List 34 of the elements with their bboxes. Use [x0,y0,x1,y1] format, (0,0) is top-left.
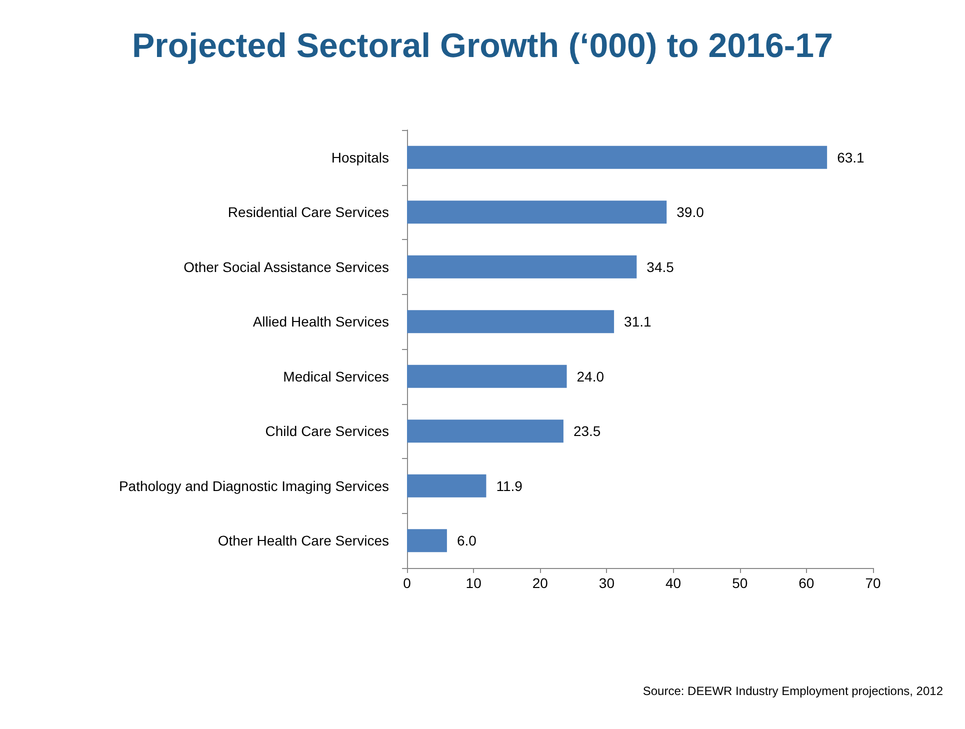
bar [407,529,447,552]
data-label: 11.9 [496,478,523,494]
y-tick-label: Medical Services [283,368,389,384]
data-label: 24.0 [576,368,604,384]
bar [407,310,614,334]
bar [407,474,486,498]
x-tick-label: 0 [403,575,412,591]
x-tick-label: 50 [732,575,748,591]
bar [407,420,564,443]
x-tick-label: 30 [598,575,615,591]
x-tick-label: 70 [865,575,881,591]
y-tick-label: Allied Health Services [252,314,389,330]
x-tick-label: 20 [532,575,548,591]
y-tick-label: Other Health Care Services [218,532,389,549]
y-tick-label: Other Social Assistance Services [184,258,389,275]
bar [407,200,667,224]
x-tick-label: 40 [665,575,682,591]
data-label: 63.1 [837,149,865,166]
x-tick-label: 10 [466,575,482,591]
bar [407,146,828,169]
chart-title: Projected Sectoral Growth (‘000) to 2016-17 [132,27,834,65]
source-note: Source: DEEWR Industry Employment projections, 2012 [642,684,944,698]
y-tick-label: Child Care Services [265,423,389,440]
data-label: 23.5 [573,423,601,440]
x-tick-label: 60 [798,575,814,591]
data-label: 39.0 [676,204,704,220]
bar [407,364,567,388]
bar [407,255,637,278]
data-label: 34.5 [646,258,674,275]
data-label: 31.1 [624,314,652,330]
data-label: 6.0 [456,532,477,549]
y-tick-label: Pathology and Diagnostic Imaging Services [118,478,389,494]
y-tick-label: Hospitals [331,149,389,166]
y-tick-label: Residential Care Services [228,204,389,220]
